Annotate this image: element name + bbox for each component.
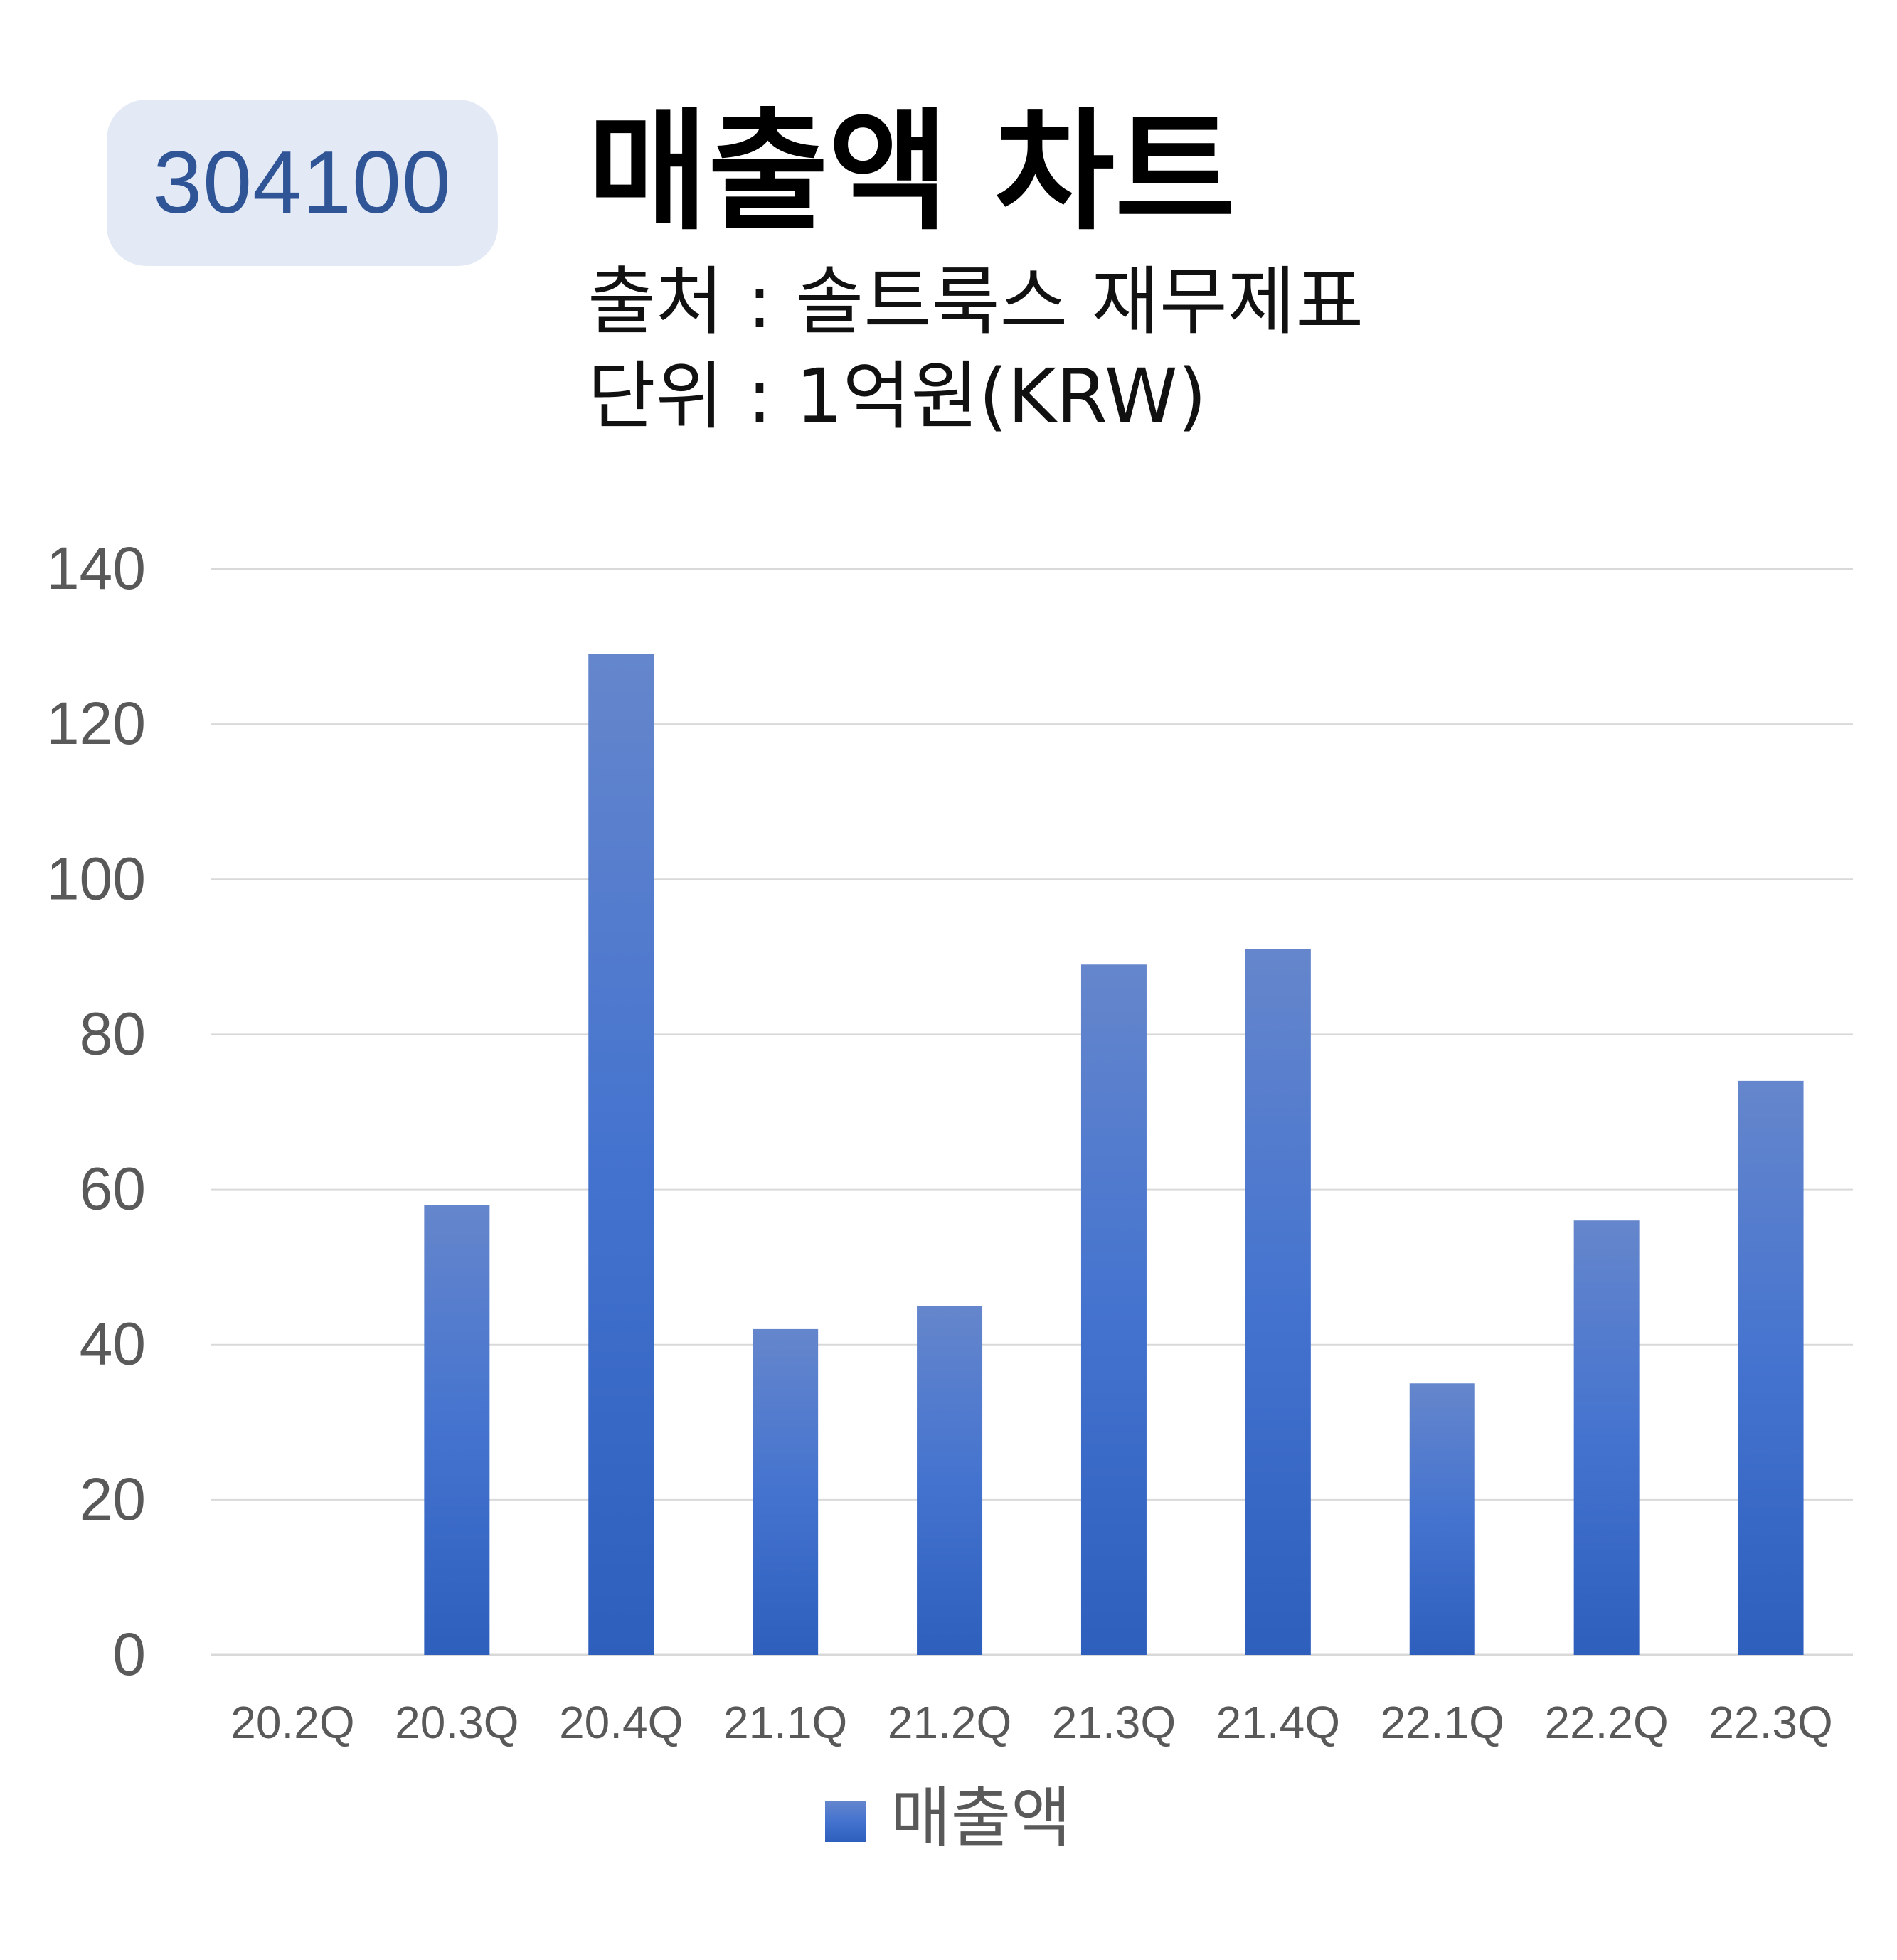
x-tick-label: 21.4Q bbox=[1216, 1697, 1340, 1748]
x-tick-label: 21.2Q bbox=[888, 1697, 1011, 1748]
x-tick-label: 21.1Q bbox=[723, 1697, 847, 1748]
bar bbox=[753, 1328, 819, 1655]
x-tick-label: 22.2Q bbox=[1544, 1697, 1668, 1748]
legend-label: 매출액 bbox=[891, 1780, 1071, 1856]
legend-swatch bbox=[825, 1801, 866, 1842]
gridlines bbox=[211, 568, 1853, 1656]
y-tick-label: 60 bbox=[80, 1156, 146, 1223]
x-tick-label: 20.3Q bbox=[395, 1697, 519, 1748]
bar bbox=[424, 1205, 490, 1655]
y-tick-label: 40 bbox=[80, 1311, 146, 1378]
y-tick-label: 140 bbox=[46, 535, 146, 602]
stock-code-badge: 304100 bbox=[107, 100, 498, 266]
x-tick-label: 21.3Q bbox=[1052, 1697, 1176, 1748]
unit-line: 단위 : 1억원(KRW) bbox=[588, 353, 1207, 440]
y-tick-label: 80 bbox=[80, 1000, 146, 1067]
bar bbox=[1573, 1220, 1640, 1655]
x-axis-ticks: 20.2Q 20.3Q 20.4Q 21.1Q 21.2Q 21.3Q 21.4Q 22.1Q… bbox=[230, 1697, 1832, 1748]
y-tick-label: 20 bbox=[80, 1466, 146, 1533]
bar bbox=[1738, 1080, 1804, 1655]
y-axis-ticks: 0 20 40 60 80 100 120 140 bbox=[46, 535, 146, 1688]
legend: 매출액 bbox=[825, 1780, 1071, 1856]
y-tick-label: 120 bbox=[46, 690, 146, 757]
bar bbox=[1409, 1383, 1475, 1655]
x-tick-label: 22.1Q bbox=[1381, 1697, 1504, 1748]
x-tick-label: 20.4Q bbox=[559, 1697, 683, 1748]
bar bbox=[1080, 964, 1147, 1655]
bar bbox=[1245, 949, 1311, 1655]
stock-code: 304100 bbox=[153, 134, 452, 232]
bars bbox=[424, 654, 1804, 1656]
bar bbox=[588, 654, 654, 1656]
bar bbox=[917, 1306, 983, 1655]
y-tick-label: 100 bbox=[46, 845, 146, 912]
y-tick-label: 0 bbox=[112, 1621, 146, 1688]
x-tick-label: 22.3Q bbox=[1709, 1697, 1832, 1748]
x-tick-label: 20.2Q bbox=[230, 1697, 354, 1748]
source-line: 출처 : 솔트룩스 재무제표 bbox=[588, 258, 1364, 345]
chart-title: 매출액 차트 bbox=[588, 96, 1236, 248]
